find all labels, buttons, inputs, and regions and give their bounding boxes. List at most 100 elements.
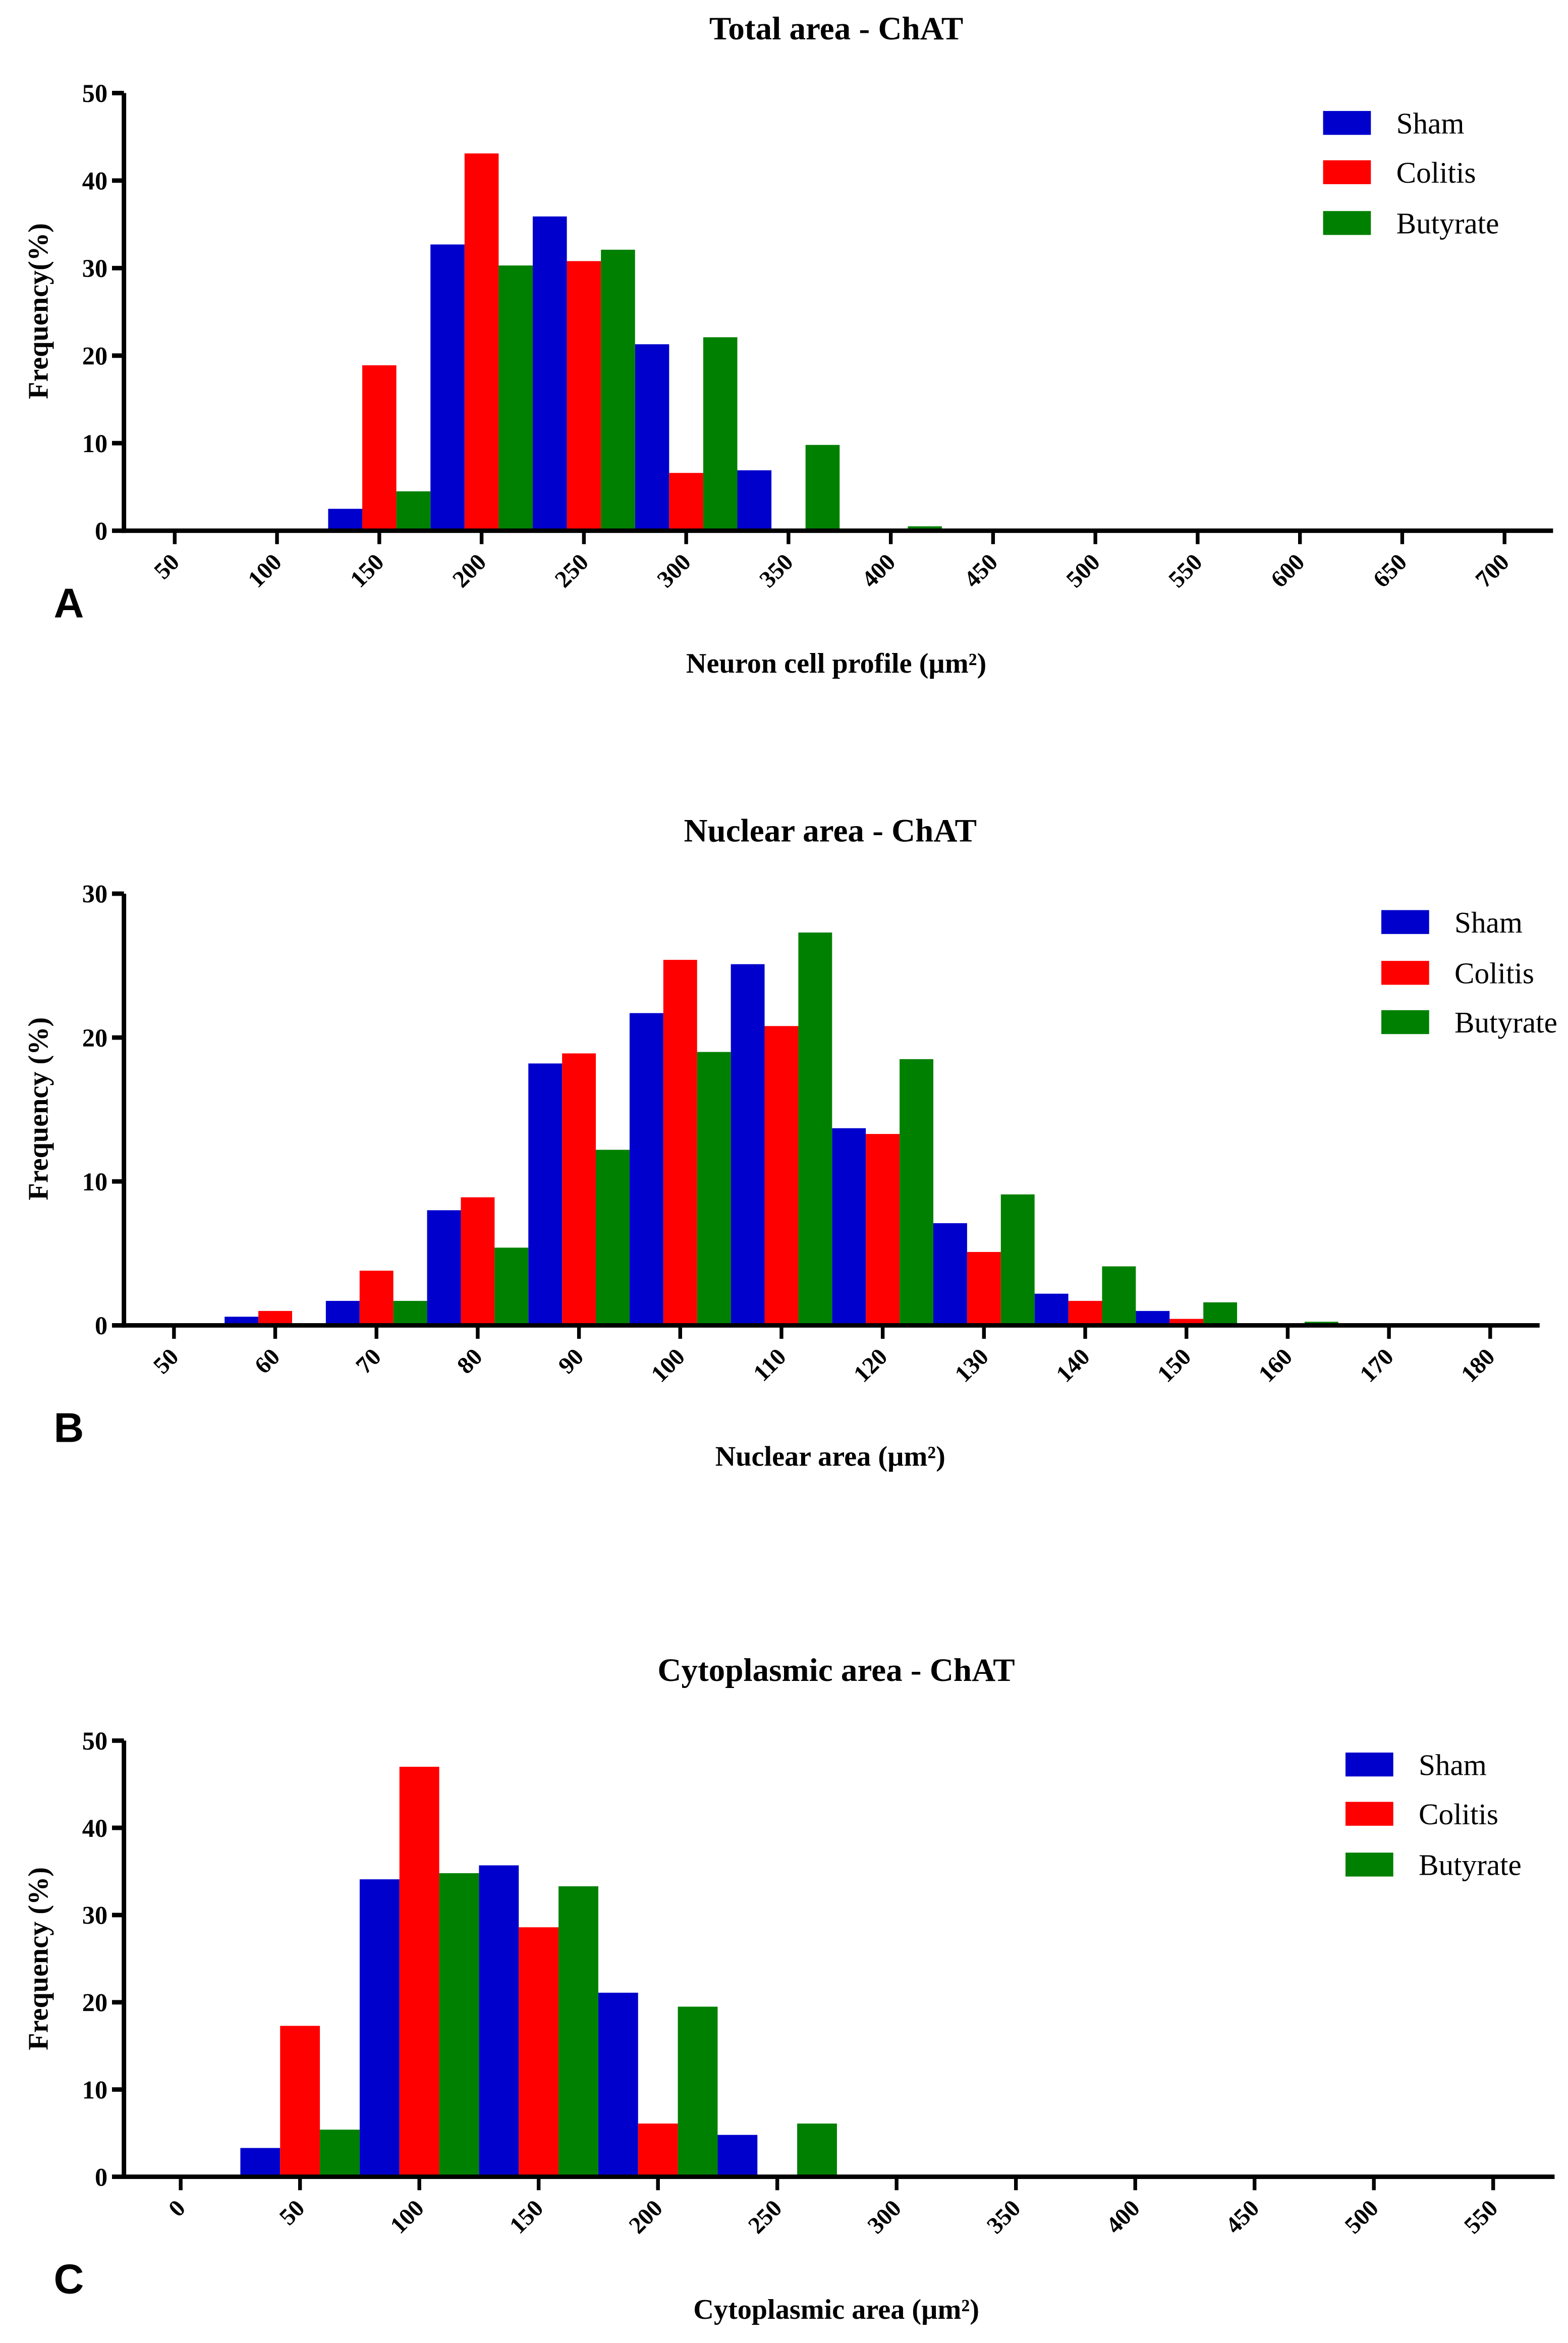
bar-colitis-200 (638, 2123, 678, 2177)
y-axis-label: Frequency(%) (23, 223, 54, 399)
chart-title: Cytoplasmic area - ChAT (657, 1652, 1015, 1688)
x-tick-label: 300 (863, 2195, 907, 2239)
legend-label-sham: Sham (1454, 906, 1523, 939)
bar-sham-120 (832, 1128, 866, 1326)
legend-swatch-sham (1345, 1752, 1393, 1777)
x-tick-label: 650 (1368, 549, 1412, 593)
x-tick-label: 120 (849, 1344, 892, 1388)
y-tick-label: 0 (95, 517, 107, 545)
bar-colitis-60 (258, 1311, 292, 1326)
bar-colitis-90 (562, 1053, 596, 1326)
bar-sham-200 (598, 1992, 638, 2177)
panel-label: A (54, 579, 84, 626)
bar-butyrate-200 (678, 2006, 718, 2177)
bar-colitis-70 (359, 1271, 394, 1326)
legend-swatch-sham (1381, 910, 1429, 934)
legend-swatch-sham (1323, 111, 1371, 135)
legend-label-sham: Sham (1419, 1748, 1487, 1781)
bar-colitis-100 (663, 960, 697, 1326)
bar-butyrate-130 (1000, 1194, 1035, 1326)
x-tick-label: 110 (748, 1344, 791, 1387)
bar-butyrate-110 (798, 932, 832, 1326)
legend-swatch-butyrate (1381, 1010, 1429, 1034)
panel-label: C (54, 2255, 84, 2302)
bar-sham-70 (325, 1300, 360, 1326)
y-tick-label: 10 (82, 1168, 107, 1196)
y-tick-label: 30 (82, 1901, 107, 1930)
legend-swatch-butyrate (1345, 1852, 1393, 1877)
legend: Sham Colitis Butyrate (1323, 106, 1499, 240)
y-tick-label: 50 (82, 79, 107, 107)
bar-butyrate-90 (596, 1150, 630, 1326)
x-tick-label: 90 (553, 1344, 589, 1379)
x-tick-label: 250 (743, 2195, 787, 2239)
bar-sham-90 (528, 1063, 563, 1326)
legend-swatch-colitis (1345, 1802, 1393, 1826)
x-axis-label: Nuclear area (µm²) (715, 1441, 945, 1473)
x-tick-label: 180 (1456, 1344, 1500, 1388)
legend-label-colitis: Colitis (1454, 957, 1534, 990)
x-tick-label: 400 (857, 549, 901, 593)
chart-panel-b: Nuclear area - ChAT 0 10 20 30 50 60 70 80 90 100 1… (23, 812, 1557, 1472)
bar-butyrate-250 (797, 2123, 837, 2177)
y-tick-label: 20 (82, 1989, 107, 2017)
chart-panel-c: Cytoplasmic area - ChAT 0 10 20 30 40 500 50 100… (23, 1652, 1555, 2325)
bar-butyrate-150 (558, 1886, 598, 2177)
x-tick-label: 100 (385, 2195, 429, 2239)
legend: Sham Colitis Butyrate (1345, 1748, 1522, 1882)
bar-sham-250 (717, 2135, 758, 2177)
x-tick-label: 130 (950, 1344, 994, 1388)
x-axis-label: Neuron cell profile (µm²) (686, 648, 986, 679)
bar-butyrate-350 (805, 445, 840, 531)
y-tick-label: 40 (82, 1814, 107, 1842)
bar-butyrate-120 (900, 1059, 933, 1326)
x-tick-label: 200 (624, 2195, 668, 2239)
x-tick-label: 150 (505, 2195, 548, 2239)
bar-butyrate-150 (1203, 1302, 1238, 1326)
x-tick-label: 300 (652, 549, 696, 593)
x-tick-label: 50 (149, 549, 185, 584)
x-tick-label: 350 (754, 549, 798, 593)
bar-colitis-100 (399, 1767, 439, 2177)
chart-title: Nuclear area - ChAT (684, 812, 977, 849)
legend-label-butyrate: Butyrate (1454, 1006, 1557, 1039)
legend-label-colitis: Colitis (1396, 156, 1476, 189)
bar-butyrate-300 (703, 337, 738, 531)
x-tick-label: 450 (959, 549, 1003, 593)
x-tick-label: 100 (243, 549, 287, 593)
y-axis-label: Frequency (%) (23, 1017, 54, 1201)
y-tick-label: 30 (82, 254, 107, 283)
legend-swatch-butyrate (1323, 211, 1371, 235)
bar-butyrate-250 (601, 249, 635, 531)
bar-butyrate-80 (494, 1247, 529, 1326)
bar-sham-80 (427, 1210, 461, 1326)
legend: Sham Colitis Butyrate (1381, 906, 1557, 1039)
x-tick-label: 500 (1061, 549, 1105, 593)
x-axis-label: Cytoplasmic area (µm²) (693, 2294, 979, 2325)
legend-label-colitis: Colitis (1419, 1797, 1498, 1831)
chart-panel-a: Total area - ChAT 0 10 20 30 40 50 50 100 150 200 2… (23, 11, 1553, 679)
bar-sham-300 (635, 344, 669, 531)
bar-sham-200 (430, 244, 465, 531)
x-tick-label: 170 (1355, 1344, 1399, 1388)
y-tick-label: 0 (95, 2163, 107, 2191)
bar-colitis-140 (1068, 1300, 1102, 1326)
legend-swatch-colitis (1381, 961, 1429, 985)
x-tick-label: 700 (1471, 549, 1515, 593)
x-tick-label: 500 (1340, 2195, 1384, 2239)
bar-colitis-150 (362, 365, 397, 531)
x-tick-label: 250 (550, 549, 594, 593)
bar-butyrate-100 (697, 1052, 731, 1326)
legend-label-butyrate: Butyrate (1396, 207, 1499, 240)
x-tick-label: 550 (1164, 549, 1208, 593)
y-tick-label: 30 (82, 880, 107, 908)
bar-colitis-120 (866, 1134, 900, 1326)
bar-sham-150 (328, 509, 363, 531)
x-tick-label: 200 (447, 549, 491, 593)
x-tick-label: 50 (274, 2195, 310, 2230)
bar-sham-50 (240, 2148, 281, 2177)
y-tick-label: 10 (82, 2076, 107, 2104)
bar-colitis-200 (464, 153, 499, 531)
x-tick-label: 350 (982, 2195, 1026, 2239)
